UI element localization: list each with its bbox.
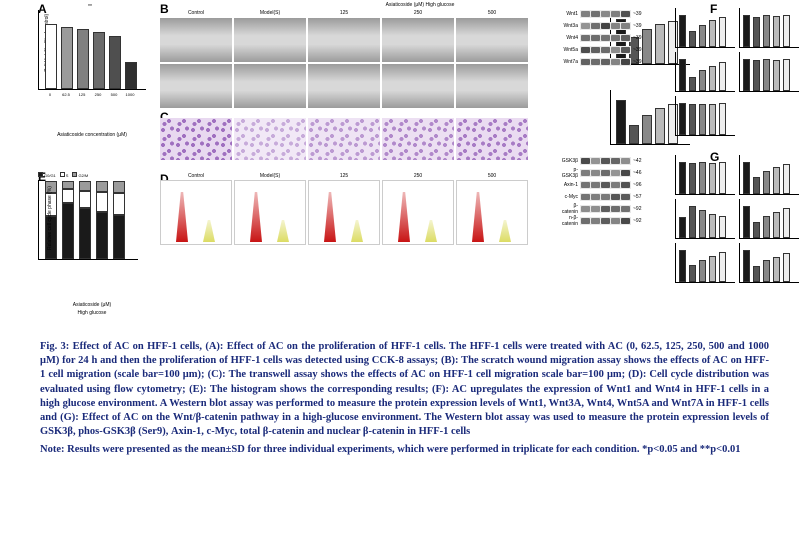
panel-b: Asiaticoside (μM) High glucose ControlMo… (160, 10, 600, 110)
panel-d: ControlModel(S)125250500 (160, 180, 600, 255)
blot-row-Wnt3a: Wnt3a~39 (560, 20, 650, 32)
panel-e: G0/G1SG2/M Relative cell cycle phase (%)… (38, 180, 146, 290)
transwell-img-0 (160, 118, 232, 160)
transwell-img-4 (456, 118, 528, 160)
tiny-chart-Wnt4 (675, 52, 735, 92)
panel-a: Cell Viability (% of control) 062.512525… (38, 10, 146, 120)
flow-img-1: Model(S) (234, 180, 306, 245)
blot-row-c-Myc: c-Myc~57 (560, 191, 650, 203)
panel-a-xlabel: Asiaticoside concentration (μM) (38, 132, 146, 138)
tiny-chart-Wnt3a (739, 8, 799, 48)
caption-note: Note: Results were presented as the mean… (40, 443, 769, 457)
stacked-bar-2 (79, 181, 91, 259)
panel-d-grid: ControlModel(S)125250500 (160, 180, 600, 245)
transwell-img-2 (308, 118, 380, 160)
blot-row-Wnt4: Wnt4~39 (560, 32, 650, 44)
caption-main: Fig. 3: Effect of AC on HFF-1 cells, (A)… (40, 340, 769, 439)
blot-row-p-GSK3β: p-GSK3β~46 (560, 167, 650, 179)
wound-img-2-1 (308, 64, 380, 108)
panel-e-legend: G0/G1SG2/M (38, 172, 88, 178)
tiny-chart-Wnt1 (675, 8, 735, 48)
panel-e-sublabel: High glucose (38, 310, 146, 316)
bar-a-5 (125, 62, 137, 89)
stacked-bar-4 (113, 181, 125, 259)
bar-a-1 (61, 27, 73, 89)
bar-a-2 (77, 29, 89, 89)
panel-f-charts (675, 8, 799, 136)
panel-e-xlabel: Asiaticoside (μM) (38, 302, 146, 308)
panel-a-sig: ** (88, 4, 92, 10)
flow-img-3: 250 (382, 180, 454, 245)
tiny-chart-GSK3β (675, 155, 735, 195)
panel-g-charts (675, 155, 799, 283)
tiny-chart-Wnt7a (675, 96, 735, 136)
panel-c (160, 118, 600, 168)
wound-img-4-1 (456, 64, 528, 108)
panel-g: GSK3β~42p-GSK3β~46Axin-1~96c-Myc~57β-cat… (560, 155, 805, 295)
panel-f-blot: Wnt1~39Wnt3a~39Wnt4~39Wnt5a~39Wnt7a~39 (560, 8, 650, 68)
stacked-bar-3 (96, 181, 108, 259)
blot-row-Wnt1: Wnt1~39 (560, 8, 650, 20)
bar-a-4 (109, 36, 121, 89)
blot-row-Wnt7a: Wnt7a~39 (560, 56, 650, 68)
panel-a-chart: 062.51252505001000 (38, 10, 146, 90)
flow-img-4: 500 (456, 180, 528, 245)
wound-img-4-0 (456, 18, 528, 62)
blot-row-Wnt5a: Wnt5a~39 (560, 44, 650, 56)
wound-img-2-0 (308, 18, 380, 62)
flow-img-2: 125 (308, 180, 380, 245)
wound-img-0-0 (160, 18, 232, 62)
wound-img-1-1 (234, 64, 306, 108)
tiny-chart-Axin-1 (675, 199, 735, 239)
tiny-chart-n-β-catenin (739, 243, 799, 283)
tiny-chart-p-GSK3β (739, 155, 799, 195)
bar-a-0 (45, 24, 57, 89)
panel-b-grid: ControlModel(S)125250500 (160, 10, 600, 108)
tiny-chart-Wnt5a (739, 52, 799, 92)
transwell-img-1 (234, 118, 306, 160)
panel-c-grid (160, 118, 600, 160)
tiny-chart-β-catenin (675, 243, 735, 283)
blot-row-GSK3β: GSK3β~42 (560, 155, 650, 167)
tiny-chart-c-Myc (739, 199, 799, 239)
figure-caption: Fig. 3: Effect of AC on HFF-1 cells, (A)… (40, 340, 769, 457)
transwell-img-3 (382, 118, 454, 160)
wound-img-3-0 (382, 18, 454, 62)
panel-f: Wnt1~39Wnt3a~39Wnt4~39Wnt5a~39Wnt7a~39 (560, 8, 805, 148)
panel-g-blot: GSK3β~42p-GSK3β~46Axin-1~96c-Myc~57β-cat… (560, 155, 650, 227)
panel-e-ylabel: Relative cell cycle phase (%) (47, 186, 53, 250)
blot-row-n-β-catenin: n-β-catenin~92 (560, 215, 650, 227)
blot-row-Axin-1: Axin-1~96 (560, 179, 650, 191)
panel-e-chart (38, 180, 138, 260)
panel-b-group-header: Asiaticoside (μM) High glucose (310, 2, 530, 8)
figure-container: A Cell Viability (% of control) 062.5125… (0, 0, 809, 330)
blot-row-β-catenin: β-catenin~92 (560, 203, 650, 215)
bar-a-3 (93, 32, 105, 89)
wound-img-0-1 (160, 64, 232, 108)
wound-img-3-1 (382, 64, 454, 108)
stacked-bar-1 (62, 181, 74, 259)
flow-img-0: Control (160, 180, 232, 245)
wound-img-1-0 (234, 18, 306, 62)
